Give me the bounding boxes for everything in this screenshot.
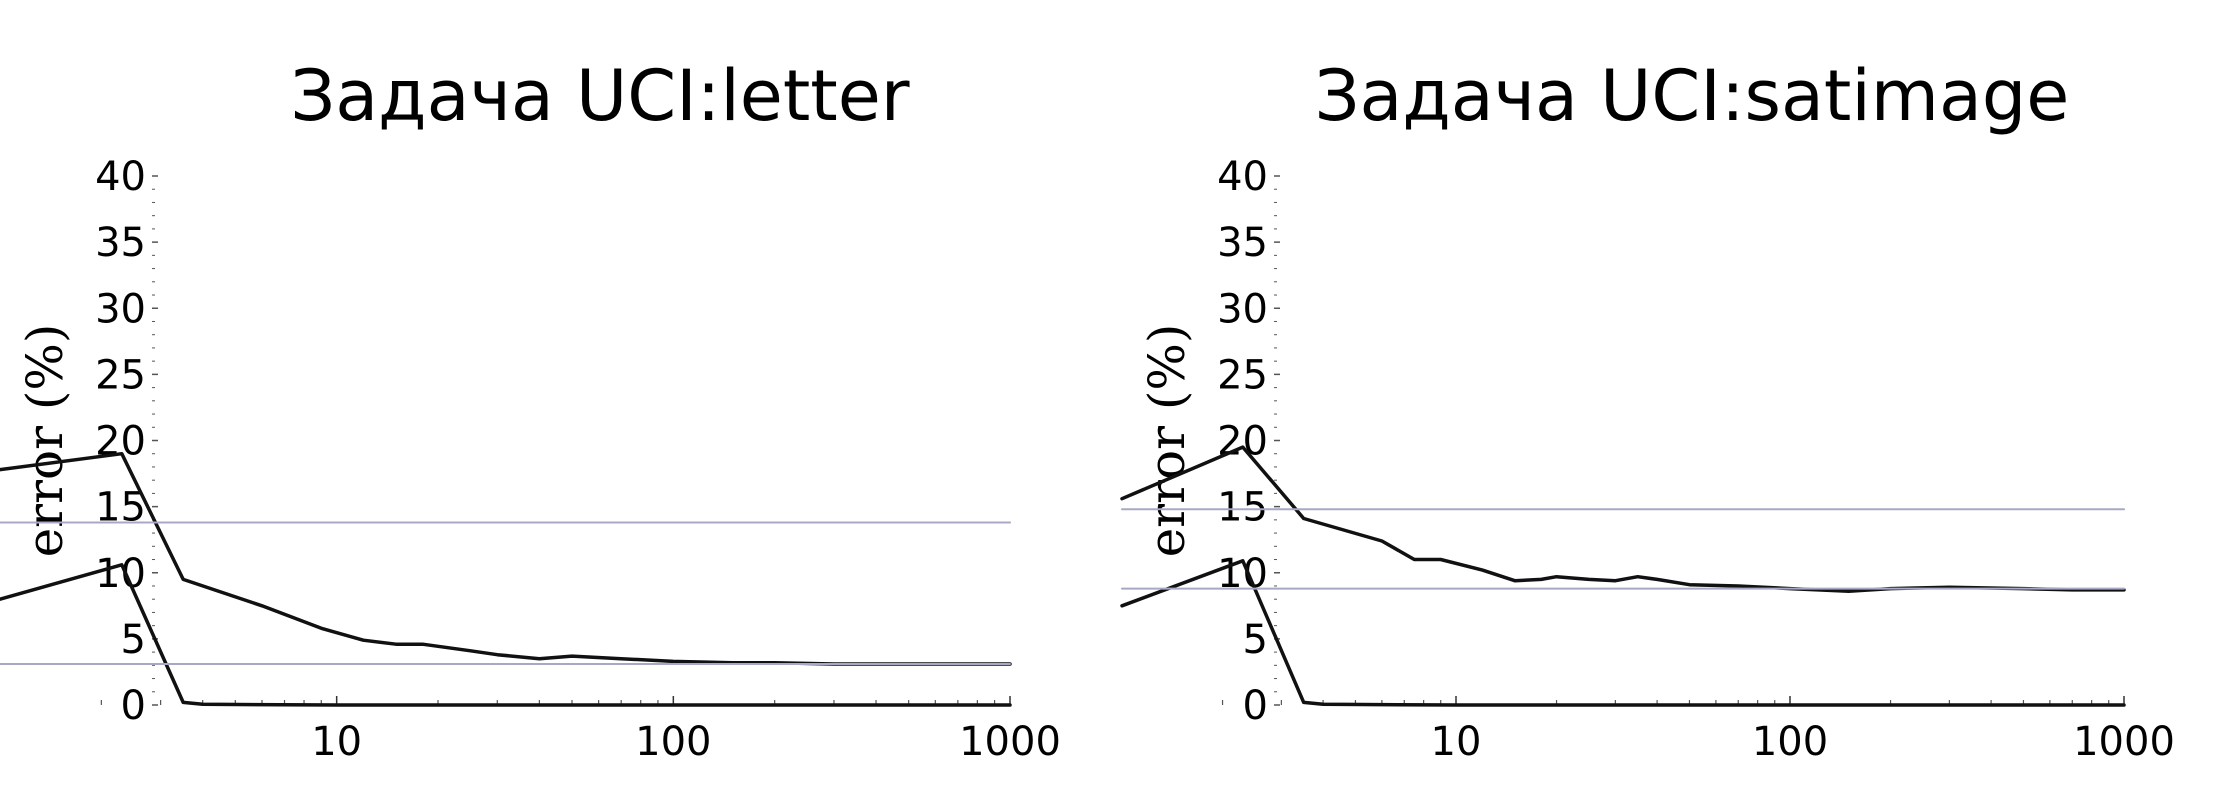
x-tick-label: 1000: [959, 719, 1061, 765]
x-tick-label: 100: [1752, 719, 1828, 765]
x-tick-label: 10: [311, 719, 362, 765]
chart-panel-satimage: Задача UCI:satimage 0 5 10 15 20 25 30 35 40 erro…: [1112, 0, 2224, 802]
y-tick-label: 30: [1217, 286, 1268, 332]
y-tick-label: 35: [95, 220, 146, 266]
y-tick-label: 25: [95, 352, 146, 398]
series-line: [0, 563, 1012, 707]
y-tick-label: 25: [1217, 352, 1268, 398]
y-axis-label: error (%): [16, 324, 74, 558]
chart-title: Задача UCI:letter: [290, 55, 910, 137]
y-tick-label: 30: [95, 286, 146, 332]
series-line: [1120, 445, 2126, 594]
y-tick-label: 10: [95, 551, 146, 597]
x-tick-label: 100: [635, 719, 711, 765]
x-tick-label: 1000: [2073, 719, 2175, 765]
series-line: [1120, 559, 2126, 707]
chart-title: Задача UCI:satimage: [1314, 55, 2070, 137]
y-tick-label: 15: [1217, 485, 1268, 531]
y-tick-label: 0: [1243, 683, 1268, 729]
y-tick-label: 40: [1217, 154, 1268, 200]
y-tick-label: 35: [1217, 220, 1268, 266]
y-tick-label: 20: [1217, 419, 1268, 465]
y-tick-label: 40: [95, 154, 146, 200]
chart-panel-letter: Задача UCI:letter 0 5 10 15 20 25 30 35 40 error …: [0, 55, 1061, 765]
y-axis-label: error (%): [1138, 324, 1196, 558]
y-tick-label: 0: [121, 683, 146, 729]
x-tick-label: 10: [1431, 719, 1482, 765]
plot-area: 0 5 10 15 20 25 30 35 40 error (%) 10 100 1000: [1120, 154, 2175, 765]
y-tick-label: 5: [1243, 617, 1268, 663]
y-tick-label: 10: [1217, 551, 1268, 597]
y-tick-label: 5: [121, 617, 146, 663]
